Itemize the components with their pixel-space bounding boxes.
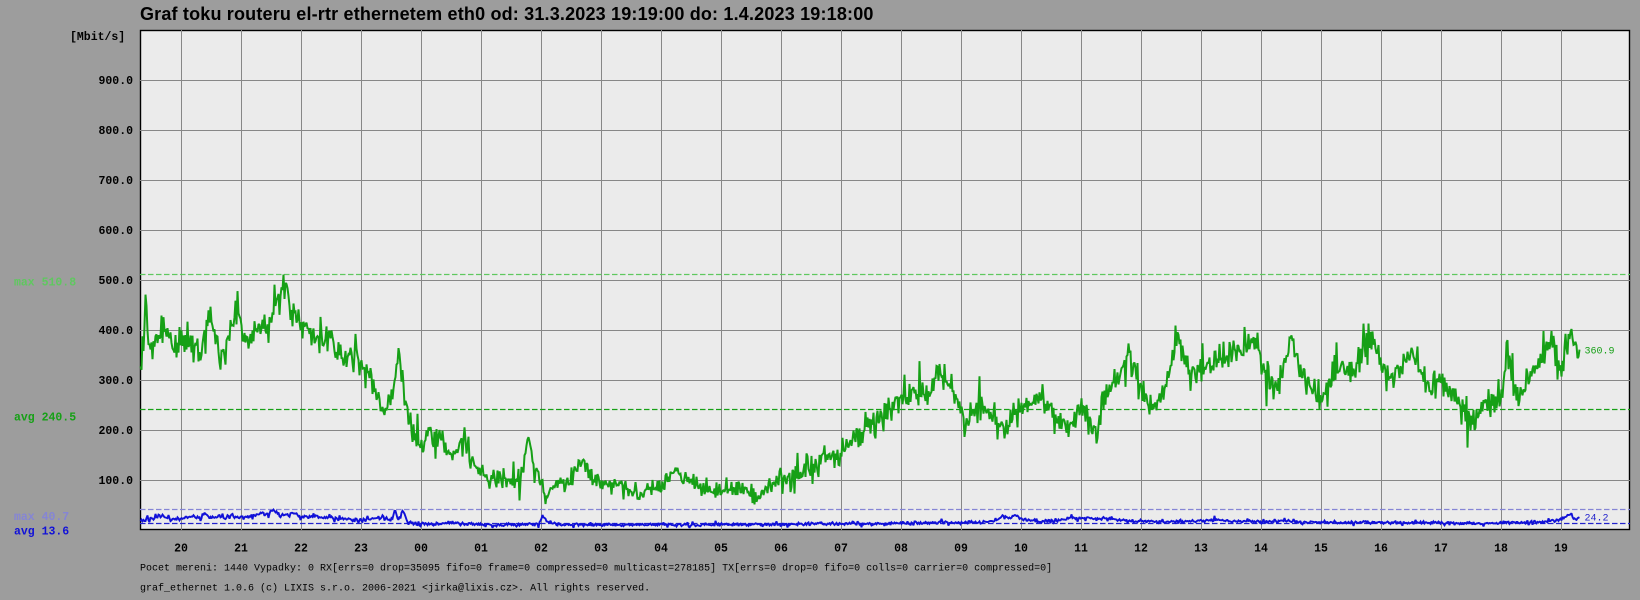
svg-text:800.0: 800.0 — [98, 125, 133, 138]
svg-text:500.0: 500.0 — [98, 275, 133, 288]
svg-text:08: 08 — [894, 543, 908, 556]
svg-text:21: 21 — [234, 543, 248, 556]
svg-text:12: 12 — [1134, 543, 1148, 556]
svg-text:13: 13 — [1194, 543, 1208, 556]
svg-text:max 40.7: max 40.7 — [14, 511, 69, 524]
svg-text:00: 00 — [414, 543, 428, 556]
svg-text:14: 14 — [1254, 543, 1268, 556]
svg-text:15: 15 — [1314, 543, 1328, 556]
svg-text:max 510.8: max 510.8 — [14, 277, 76, 290]
svg-text:11: 11 — [1074, 543, 1088, 556]
svg-text:09: 09 — [954, 543, 968, 556]
svg-text:24.2: 24.2 — [1585, 514, 1609, 525]
svg-text:[Mbit/s]: [Mbit/s] — [70, 31, 125, 44]
svg-text:22: 22 — [294, 543, 308, 556]
svg-text:700.0: 700.0 — [98, 175, 133, 188]
svg-text:19: 19 — [1554, 543, 1568, 556]
svg-text:300.0: 300.0 — [98, 375, 133, 388]
svg-text:02: 02 — [534, 543, 548, 556]
svg-text:06: 06 — [774, 543, 788, 556]
svg-text:400.0: 400.0 — [98, 325, 133, 338]
svg-text:graf_ethernet 1.0.6 (c) LIXIS: graf_ethernet 1.0.6 (c) LIXIS s.r.o. 200… — [140, 583, 650, 595]
svg-text:18: 18 — [1494, 543, 1508, 556]
svg-text:600.0: 600.0 — [98, 225, 133, 238]
svg-text:03: 03 — [594, 543, 608, 556]
svg-text:16: 16 — [1374, 543, 1388, 556]
svg-text:100.0: 100.0 — [98, 475, 133, 488]
svg-text:avg 240.5: avg 240.5 — [14, 412, 76, 425]
svg-text:Graf toku routeru el-rtr ether: Graf toku routeru el-rtr ethernetem eth0… — [140, 4, 874, 24]
svg-text:10: 10 — [1014, 543, 1028, 556]
svg-text:Pocet mereni: 1440 Vypadky: 0: Pocet mereni: 1440 Vypadky: 0 RX[errs=0 … — [140, 563, 1052, 575]
svg-text:360.9: 360.9 — [1585, 347, 1615, 358]
svg-text:17: 17 — [1434, 543, 1448, 556]
svg-text:07: 07 — [834, 543, 848, 556]
svg-text:20: 20 — [174, 543, 188, 556]
svg-text:23: 23 — [354, 543, 368, 556]
svg-text:200.0: 200.0 — [98, 425, 133, 438]
svg-text:900.0: 900.0 — [98, 75, 133, 88]
svg-text:05: 05 — [714, 543, 728, 556]
svg-text:01: 01 — [474, 543, 488, 556]
svg-text:04: 04 — [654, 543, 668, 556]
svg-text:avg 13.6: avg 13.6 — [14, 526, 69, 539]
